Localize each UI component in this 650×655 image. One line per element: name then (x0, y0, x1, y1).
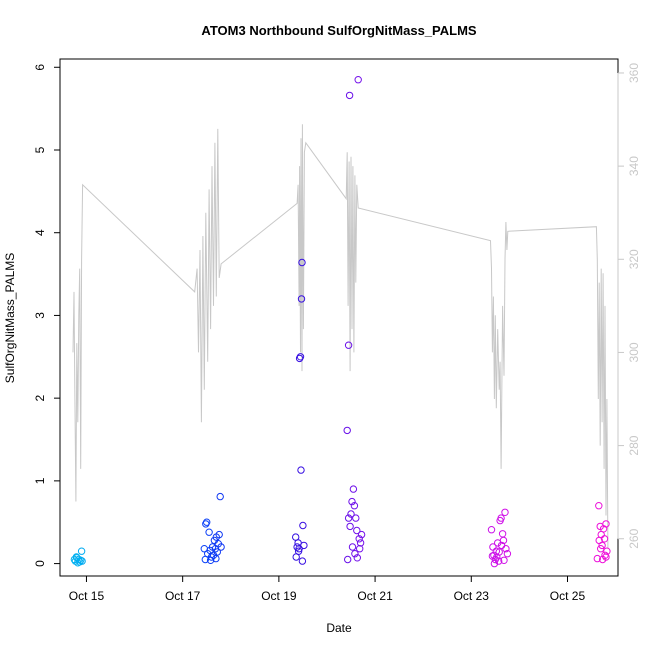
data-point (297, 466, 305, 474)
data-point (501, 508, 509, 516)
data-point (350, 502, 359, 510)
data-point (492, 547, 500, 555)
data-point (357, 530, 366, 539)
y2-tick-label: 260 (627, 528, 641, 548)
y-tick-label: 5 (33, 146, 47, 153)
data-point (348, 543, 357, 551)
chart-title: ATOM3 Northbound SulfOrgNitMass_PALMS (201, 23, 476, 38)
data-point (72, 553, 81, 561)
x-axis-label: Date (326, 621, 352, 635)
data-point (355, 535, 363, 543)
data-point (499, 536, 508, 545)
y2-tick-label: 360 (627, 63, 641, 83)
data-point (356, 539, 365, 547)
x-tick-label: Oct 25 (550, 589, 586, 603)
x-tick-label: Oct 15 (69, 589, 105, 603)
data-point (597, 545, 605, 553)
data-point (77, 547, 86, 555)
data-point (203, 518, 211, 526)
data-point (495, 548, 503, 556)
data-point (495, 557, 503, 565)
data-point (344, 341, 353, 349)
data-point (353, 554, 361, 562)
scatter-point-layer (70, 76, 611, 568)
x-tick-label: Oct 19 (261, 589, 297, 603)
data-point (352, 514, 360, 522)
data-point (215, 530, 223, 539)
series-line (72, 124, 609, 549)
y-tick-label: 3 (33, 312, 47, 319)
data-point (207, 553, 216, 561)
data-point (297, 295, 306, 303)
data-point (346, 522, 354, 531)
data-point (490, 559, 499, 568)
y-tick-label: 6 (33, 64, 47, 71)
data-point (595, 536, 603, 545)
data-point (343, 426, 351, 435)
data-point (487, 526, 496, 534)
data-point (296, 353, 305, 361)
data-point (205, 528, 213, 536)
data-point (349, 485, 358, 493)
x-tick-label: Oct 23 (454, 589, 490, 603)
data-point (602, 553, 610, 561)
data-point (298, 258, 306, 267)
data-point (593, 554, 601, 563)
y2-tick-label: 340 (627, 156, 641, 176)
data-point (603, 547, 611, 555)
data-point (348, 497, 356, 506)
data-point (300, 541, 308, 550)
data-point (602, 520, 610, 528)
data-point (212, 554, 220, 563)
y-tick-label: 1 (33, 477, 47, 484)
secondary-line-layer (72, 124, 609, 549)
y-tick-label: 2 (33, 394, 47, 401)
data-point (595, 502, 603, 510)
data-point (600, 535, 609, 543)
data-point (498, 530, 507, 538)
axes-layer: Oct 15 Oct 17 Oct 19 Oct 21 Oct 23 Oct 25 0 1 2 3… (33, 63, 641, 603)
y-axis-label: SulfOrgNitMass_PALMS (3, 253, 17, 383)
data-point (295, 354, 304, 363)
y2-tick-label: 280 (627, 435, 641, 455)
y2-tick-label: 320 (627, 249, 641, 269)
data-point (488, 552, 497, 560)
data-point (299, 521, 307, 530)
data-point (216, 492, 224, 501)
data-point (298, 557, 307, 565)
data-point (294, 547, 303, 555)
plot-frame (59, 58, 619, 577)
data-point (201, 555, 210, 564)
data-point (351, 550, 359, 558)
data-point (344, 555, 352, 564)
data-point (503, 550, 512, 558)
data-point (345, 91, 354, 100)
data-point (500, 556, 508, 564)
y-tick-label: 0 (33, 560, 47, 567)
data-point (347, 510, 355, 518)
data-point (497, 514, 505, 522)
x-tick-label: Oct 21 (357, 589, 393, 603)
data-point (353, 526, 361, 535)
data-point (217, 543, 225, 551)
data-point (356, 545, 364, 553)
data-point (78, 557, 86, 565)
data-point (344, 514, 353, 522)
data-point (354, 76, 362, 84)
data-point (497, 541, 506, 550)
y2-tick-label: 300 (627, 342, 641, 362)
x-tick-label: Oct 17 (165, 589, 201, 603)
data-point (206, 556, 215, 564)
data-point (293, 543, 301, 551)
data-point (601, 551, 609, 559)
y-tick-label: 4 (33, 229, 47, 236)
